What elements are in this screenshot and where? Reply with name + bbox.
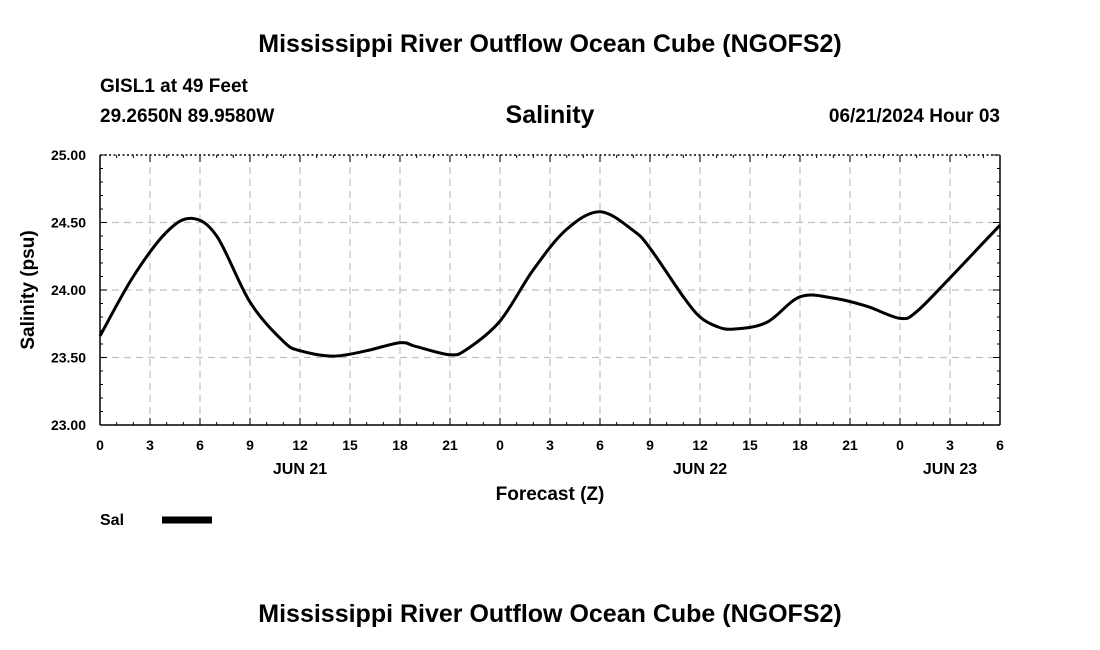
series-line-sal bbox=[98, 210, 1002, 358]
x-tick-label: 15 bbox=[342, 437, 358, 453]
chart-title-top: Mississippi River Outflow Ocean Cube (NG… bbox=[258, 30, 842, 58]
x-tick-label: 12 bbox=[292, 437, 308, 453]
x-tick-label: 0 bbox=[896, 437, 904, 453]
x-tick-label: 18 bbox=[792, 437, 808, 453]
x-tick-label: 6 bbox=[196, 437, 204, 453]
x-day-label: JUN 22 bbox=[673, 461, 727, 478]
y-tick-label: 25.00 bbox=[51, 147, 86, 163]
x-tick-label: 0 bbox=[496, 437, 504, 453]
x-tick-label: 15 bbox=[742, 437, 758, 453]
x-day-label: JUN 23 bbox=[923, 461, 977, 478]
x-tick-label: 3 bbox=[146, 437, 154, 453]
x-tick-label: 18 bbox=[392, 437, 408, 453]
chart-title-bottom: Mississippi River Outflow Ocean Cube (NG… bbox=[258, 600, 842, 628]
y-axis-label: Salinity (psu) bbox=[18, 230, 39, 349]
station-label: GISL1 at 49 Feet bbox=[100, 76, 248, 97]
y-tick-label: 24.50 bbox=[51, 215, 86, 231]
x-tick-label: 0 bbox=[96, 437, 104, 453]
x-tick-label: 9 bbox=[246, 437, 254, 453]
variable-title: Salinity bbox=[505, 101, 595, 129]
x-tick-label: 9 bbox=[646, 437, 654, 453]
x-tick-label: 3 bbox=[546, 437, 554, 453]
station-coordinates: 29.2650N 89.9580W bbox=[100, 106, 275, 127]
x-tick-label: 3 bbox=[946, 437, 954, 453]
x-tick-label: 21 bbox=[842, 437, 858, 453]
y-tick-label: 23.00 bbox=[51, 417, 86, 433]
y-tick-label: 23.50 bbox=[51, 350, 86, 366]
x-tick-label: 6 bbox=[596, 437, 604, 453]
x-day-label: JUN 21 bbox=[273, 461, 327, 478]
y-tick-label: 24.00 bbox=[51, 282, 86, 298]
x-tick-label: 6 bbox=[996, 437, 1004, 453]
x-tick-label: 12 bbox=[692, 437, 708, 453]
legend-label: Sal bbox=[100, 512, 124, 529]
forecast-datetime: 06/21/2024 Hour 03 bbox=[828, 106, 1000, 127]
x-tick-label: 21 bbox=[442, 437, 458, 453]
x-axis-label: Forecast (Z) bbox=[496, 484, 605, 505]
